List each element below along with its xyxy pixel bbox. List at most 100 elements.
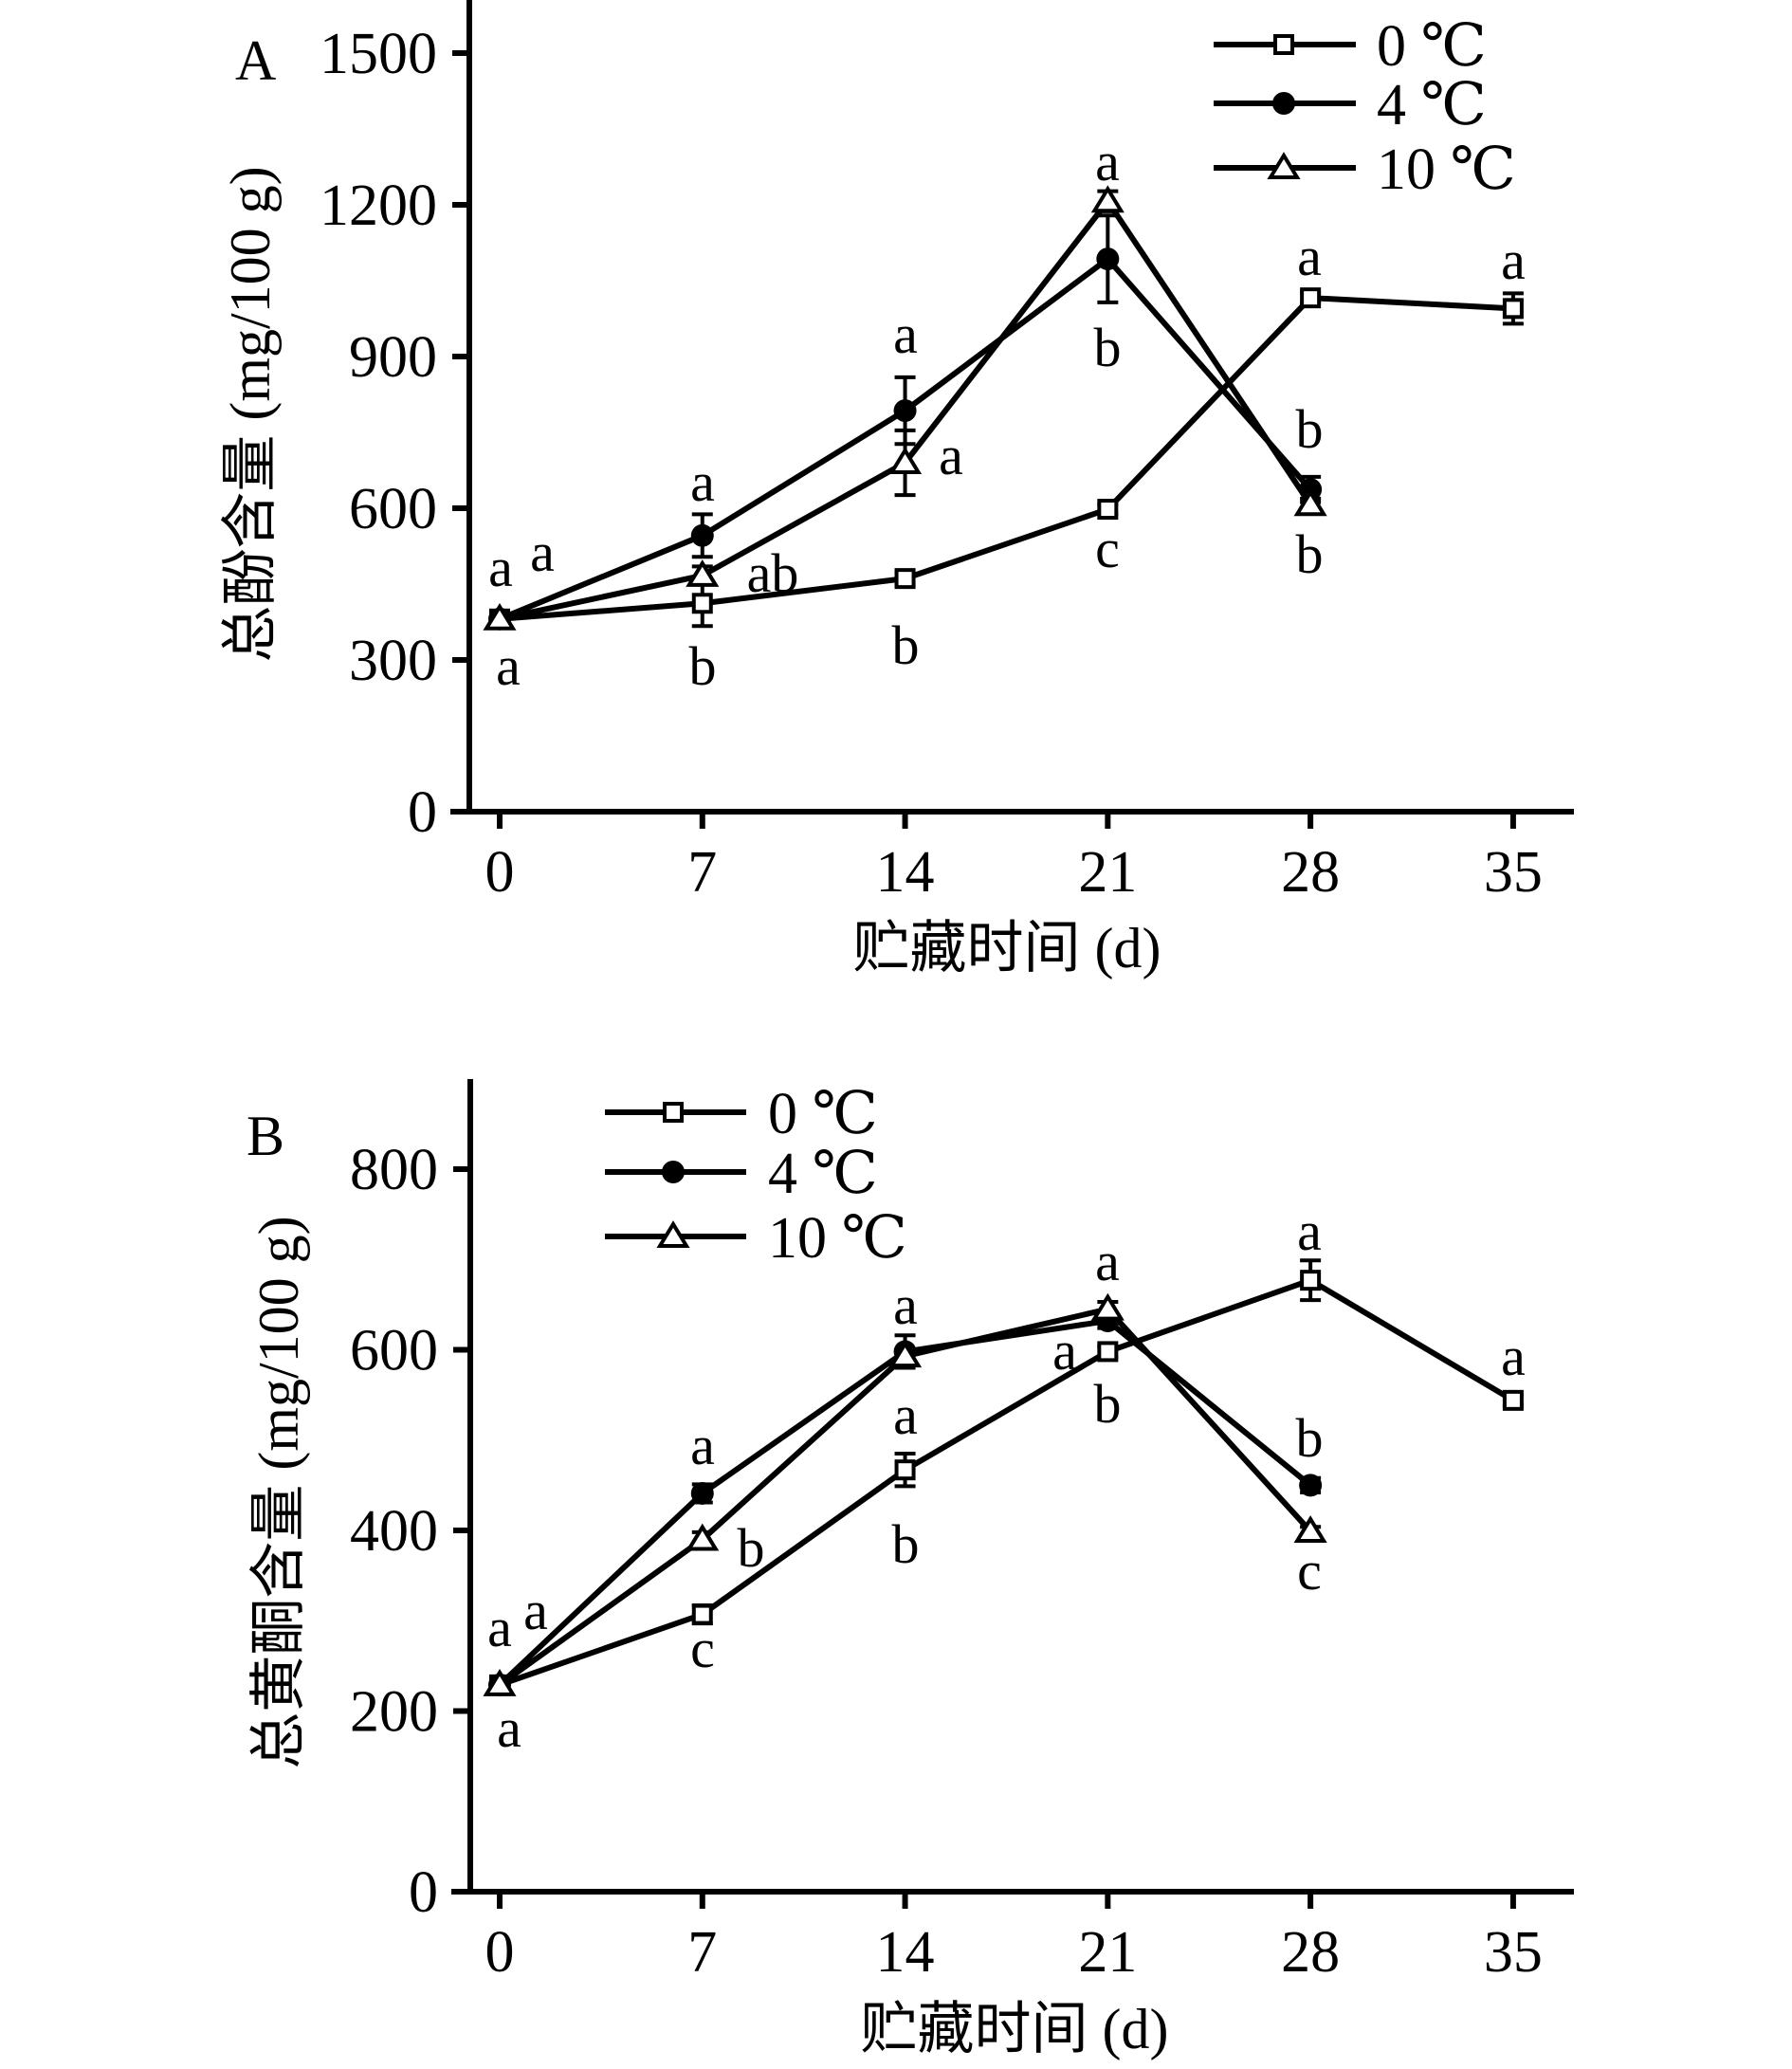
data-point-square-marker xyxy=(691,593,713,614)
significance-label: a xyxy=(1501,1326,1526,1387)
x-tick-label: 28 xyxy=(1281,840,1340,905)
data-point-square-marker xyxy=(1502,1389,1524,1411)
legend-circle-marker xyxy=(662,1161,685,1183)
legend-label: 0 ℃ xyxy=(768,1082,878,1146)
x-axis-title-a: 贮藏时间 (d) xyxy=(853,917,1161,980)
y-tick-label: 200 xyxy=(350,1680,438,1745)
data-point-circle-marker xyxy=(690,1481,714,1505)
significance-label: a xyxy=(690,1415,715,1476)
significance-label: a xyxy=(893,303,918,365)
legend: 0 ℃4 ℃10 ℃ xyxy=(1214,14,1516,202)
data-point-square-marker xyxy=(894,568,916,590)
panel-label-a: A xyxy=(235,29,276,92)
significance-label: b xyxy=(689,635,717,697)
data-point-triangle-marker xyxy=(1293,1515,1327,1543)
series-line-1 xyxy=(497,1318,1313,1688)
x-tick-label: 28 xyxy=(1281,1920,1340,1985)
x-tick-label: 21 xyxy=(1078,1920,1137,1985)
significance-label: a xyxy=(530,522,555,583)
panel-b-chart: B 总黄酮含量 (mg/100 g) 贮藏时间 (d) 0 200 400 600 80… xyxy=(247,1079,1574,2060)
significance-label: ab xyxy=(747,542,799,604)
data-point-square-marker xyxy=(1502,298,1524,320)
legend-label: 4 ℃ xyxy=(768,1142,878,1206)
x-tick-label: 7 xyxy=(687,840,717,905)
data-point-triangle-marker xyxy=(888,447,923,474)
significance-label: a xyxy=(893,1384,918,1446)
significance-label: b xyxy=(1296,1407,1324,1469)
legend-triangle-marker xyxy=(656,1220,690,1248)
legend-label: 10 ℃ xyxy=(1377,137,1516,202)
y-tick-label: 300 xyxy=(349,629,437,693)
data-point-square-marker xyxy=(1097,499,1119,521)
significance-label: b xyxy=(1094,1373,1122,1435)
significance-label: c xyxy=(1297,1540,1322,1602)
y-tick-label: 600 xyxy=(349,477,437,541)
x-tick-label: 0 xyxy=(485,1920,515,1985)
x-tick-label: 14 xyxy=(876,840,935,905)
data-point-square-marker xyxy=(691,1603,713,1625)
x-tick-label: 21 xyxy=(1078,840,1137,905)
legend-triangle-marker xyxy=(1267,152,1301,179)
data-point-square-marker xyxy=(1097,1341,1119,1363)
data-point-circle-marker xyxy=(1096,247,1120,271)
data-point-circle-marker xyxy=(893,399,917,423)
data-point-circle-marker xyxy=(690,523,714,547)
y-axis-title-a: 总酚含量 (mg/100 g) xyxy=(219,166,282,662)
legend-square-marker xyxy=(1273,34,1294,55)
significance-label: a xyxy=(939,425,963,486)
legend-circle-marker xyxy=(1272,92,1295,115)
significance-label: a xyxy=(523,1580,548,1641)
significance-label: a xyxy=(690,451,715,513)
y-tick-label: 1500 xyxy=(320,22,437,86)
data-point-square-marker xyxy=(894,1459,916,1481)
significance-label: b xyxy=(1296,523,1324,585)
legend-label: 10 ℃ xyxy=(768,1206,907,1271)
data-point-triangle-marker xyxy=(1090,1292,1125,1321)
data-point-triangle-marker xyxy=(686,559,720,587)
data-point-circle-marker xyxy=(1299,1474,1323,1497)
y-tick-label: 0 xyxy=(409,1860,438,1925)
significance-label: a xyxy=(1095,1231,1120,1292)
x-tick-label: 0 xyxy=(485,840,515,905)
data-point-triangle-marker xyxy=(1090,185,1125,213)
significance-label: a xyxy=(1501,229,1526,291)
legend-label: 4 ℃ xyxy=(1377,73,1487,137)
y-tick-label: 900 xyxy=(349,325,437,390)
data-point-square-marker xyxy=(1300,287,1322,309)
significance-label: b xyxy=(892,614,920,676)
x-tick-label: 35 xyxy=(1484,840,1543,905)
significance-label: a xyxy=(497,1697,521,1759)
significance-label: a xyxy=(893,1274,918,1336)
series-line-0 xyxy=(499,295,1514,622)
y-tick-label: 600 xyxy=(350,1319,438,1383)
significance-label: b xyxy=(892,1513,920,1575)
legend: 0 ℃4 ℃10 ℃ xyxy=(605,1082,907,1271)
series-line-0 xyxy=(499,1277,1515,1688)
significance-label: b xyxy=(1094,317,1122,378)
significance-label: b xyxy=(738,1517,765,1579)
data-point-triangle-marker xyxy=(686,1523,720,1551)
x-tick-label: 35 xyxy=(1484,1920,1543,1985)
significance-label: b xyxy=(1296,398,1324,460)
x-axis-title-b: 贮藏时间 (d) xyxy=(861,1998,1169,2060)
significance-label: a xyxy=(487,1597,512,1658)
y-tick-label: 0 xyxy=(408,780,437,845)
y-tick-label: 800 xyxy=(350,1138,438,1202)
y-tick-label: 1200 xyxy=(320,174,437,238)
significance-label: a xyxy=(1297,226,1322,287)
x-tick-label: 14 xyxy=(876,1920,935,1985)
data-point-triangle-marker xyxy=(483,1669,517,1696)
data-point-triangle-marker xyxy=(888,1340,923,1368)
significance-label: a xyxy=(1052,1320,1077,1382)
data-point-square-marker xyxy=(1300,1270,1322,1291)
significance-label: c xyxy=(690,1618,715,1679)
significance-label: c xyxy=(1095,518,1120,579)
y-tick-label: 400 xyxy=(350,1499,438,1564)
data-point-triangle-marker xyxy=(483,602,517,631)
legend-square-marker xyxy=(663,1102,684,1123)
significance-label: a xyxy=(1095,131,1120,192)
panel-a-chart: A 总酚含量 (mg/100 g) 贮藏时间 (d) 0 300 600 900 120… xyxy=(219,0,1574,980)
panel-label-b: B xyxy=(247,1105,284,1167)
significance-label: a xyxy=(488,537,513,598)
